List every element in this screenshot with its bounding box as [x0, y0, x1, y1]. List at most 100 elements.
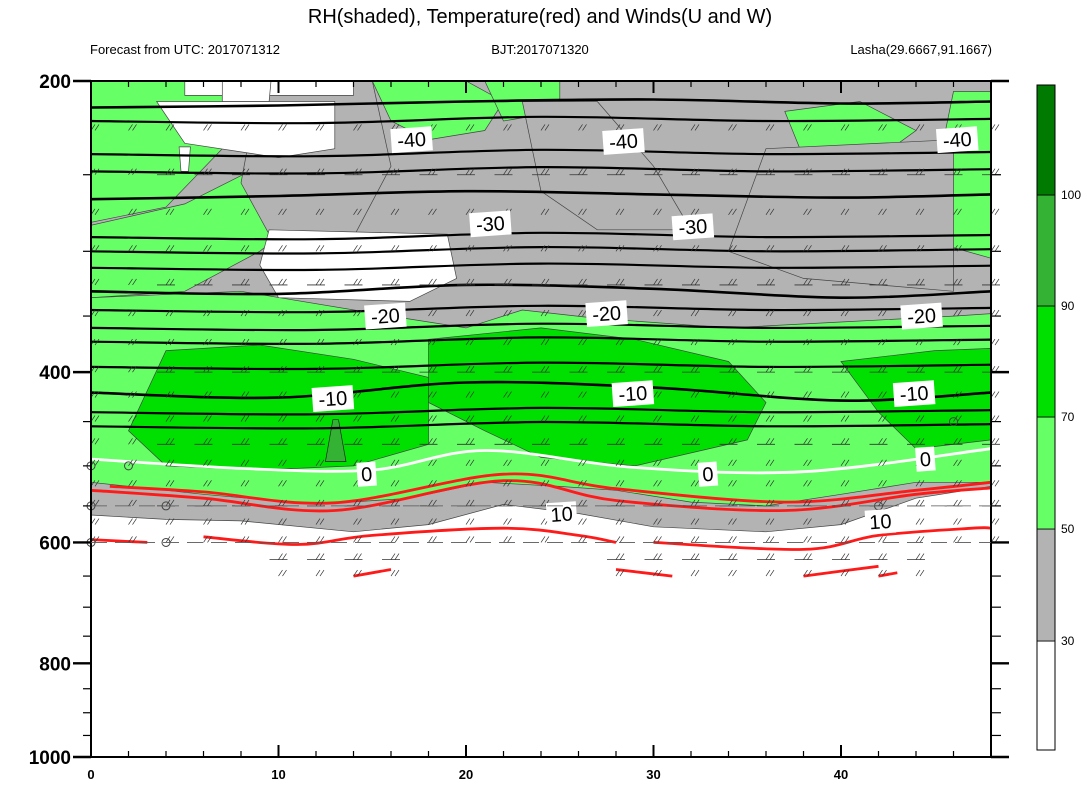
wind-barb: [994, 459, 1000, 467]
wind-barb: [507, 499, 512, 507]
wind-barb: [428, 208, 433, 215]
y-tick-label: 600: [39, 533, 71, 554]
wind-barb: [803, 553, 808, 560]
wind-barb: [840, 365, 846, 373]
wind-barb: [615, 168, 621, 175]
wind-barb: [807, 459, 812, 467]
wind-barb: [132, 480, 137, 487]
wind-barb: [619, 499, 625, 507]
wind-barb: [540, 168, 546, 175]
wind-barb: [582, 245, 587, 252]
wind-barb: [132, 208, 137, 215]
wind-barb: [469, 168, 475, 175]
wind-barb: [728, 438, 733, 445]
wind-barb: [690, 459, 696, 467]
wind-barb: [282, 499, 287, 507]
wind-barb: [878, 499, 883, 507]
wind-barb: [619, 553, 625, 560]
colorbar-swatch: [1036, 640, 1056, 751]
wind-barb: [203, 365, 208, 373]
wind-barb: [694, 569, 700, 577]
wind-barb: [653, 278, 658, 286]
wind-barb: [915, 124, 921, 131]
wind-barb: [465, 338, 471, 346]
wind-barb: [544, 168, 550, 175]
wind-barb: [544, 459, 550, 467]
y-tick-label: 1000: [29, 748, 71, 769]
wind-barb: [732, 309, 737, 317]
wind-barb: [615, 365, 621, 373]
wind-barb: [728, 553, 733, 560]
wind-barb: [994, 518, 1000, 525]
wind-barb: [165, 208, 171, 215]
wind-barb: [244, 415, 250, 422]
wind-barb: [615, 518, 621, 525]
wind-barb: [319, 536, 325, 543]
wind-barb: [432, 415, 437, 422]
wind-barb: [207, 438, 212, 445]
wind-barb: [353, 553, 358, 560]
wind-barb: [540, 124, 546, 131]
wind-barb: [315, 553, 321, 560]
wind-barb: [919, 245, 925, 252]
wind-barb: [769, 536, 775, 543]
wind-barb: [840, 338, 846, 346]
wind-barb: [207, 124, 212, 131]
wind-barb: [428, 415, 433, 422]
wind-barb: [840, 309, 846, 317]
wind-barb: [919, 499, 925, 507]
wind-barb: [207, 518, 212, 525]
wind-barbs: [86, 124, 1000, 577]
wind-barb: [619, 278, 625, 286]
wind-barb: [244, 499, 250, 507]
wind-barb: [469, 499, 475, 507]
wind-barb: [765, 309, 771, 317]
wind-barb: [465, 459, 471, 467]
wind-barb: [432, 536, 437, 543]
wind-barb: [882, 438, 887, 445]
wind-barb: [244, 438, 250, 445]
wind-barb: [657, 124, 662, 131]
wind-barb: [544, 480, 550, 487]
wind-barb: [507, 245, 512, 252]
wind-barb: [807, 518, 812, 525]
wind-barb: [507, 518, 512, 525]
wind-barb: [428, 245, 433, 252]
wind-barb: [994, 391, 1000, 398]
wind-barb: [690, 553, 696, 560]
wind-barb: [394, 415, 400, 422]
contour-label-box: [469, 210, 512, 238]
wind-barb: [169, 245, 175, 252]
wind-barb: [282, 338, 287, 346]
wind-barb: [203, 459, 208, 467]
wind-barb: [390, 480, 396, 487]
wind-barb: [690, 569, 696, 577]
x-axis-ticks: 0 10 20 30 40: [87, 81, 992, 782]
wind-barb: [240, 518, 246, 525]
rh-colorbar: 30 50 70 90 100: [1036, 84, 1081, 751]
wind-barb: [278, 365, 283, 373]
contour-label: -10: [318, 388, 348, 412]
wind-barb: [282, 124, 287, 131]
wind-barb: [844, 536, 850, 543]
wind-barb: [653, 338, 658, 346]
wind-barb: [278, 536, 283, 543]
wind-barb: [315, 438, 321, 445]
contour-label-box: [864, 508, 897, 535]
wind-barb: [582, 124, 587, 131]
wind-barb: [615, 245, 621, 252]
colorbar-swatch: [1036, 528, 1056, 642]
wind-barb: [282, 480, 287, 487]
wind-barb: [319, 569, 325, 577]
wind-barb: [465, 245, 471, 252]
forecast-subtitle: Forecast from UTC: 2017071312: [90, 42, 280, 57]
wind-barb: [919, 518, 925, 525]
wind-barb: [994, 245, 1000, 252]
wind-barb: [390, 208, 396, 215]
wind-barb: [732, 438, 737, 445]
wind-barb: [132, 536, 137, 543]
wind-barb: [544, 438, 550, 445]
wind-barb: [619, 168, 625, 175]
wind-barb: [765, 569, 771, 577]
wind-barb: [353, 124, 358, 131]
